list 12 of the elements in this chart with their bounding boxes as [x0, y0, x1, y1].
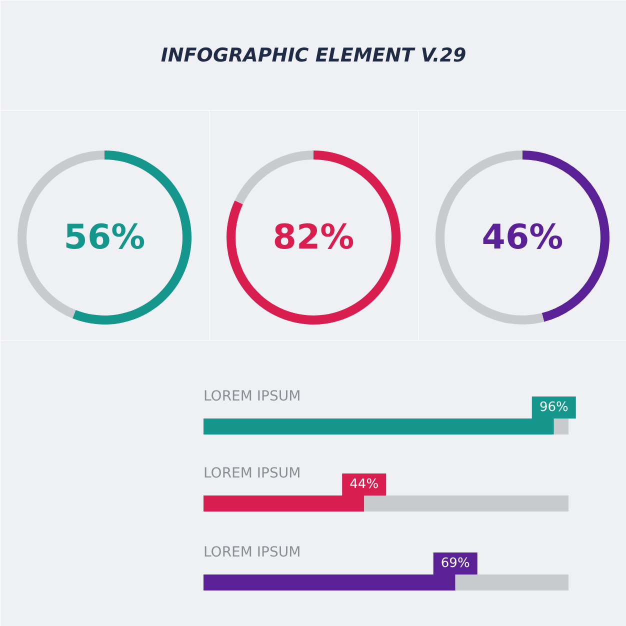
text: INFOGRAPHIC ELEMENT V.29: [160, 44, 466, 66]
text: 46%: [482, 218, 564, 258]
category-label: LOREM IPSUM: [204, 466, 301, 482]
category-label: LOREM IPSUM: [204, 544, 301, 560]
bar: [364, 496, 568, 512]
bar: [455, 574, 568, 590]
data-label: 44%: [350, 477, 379, 492]
category-label: LOREM IPSUM: [204, 388, 301, 404]
text: 56%: [64, 218, 146, 258]
data-label: 69%: [440, 556, 470, 571]
data-label: 96%: [539, 400, 568, 415]
text: 82%: [272, 218, 354, 258]
